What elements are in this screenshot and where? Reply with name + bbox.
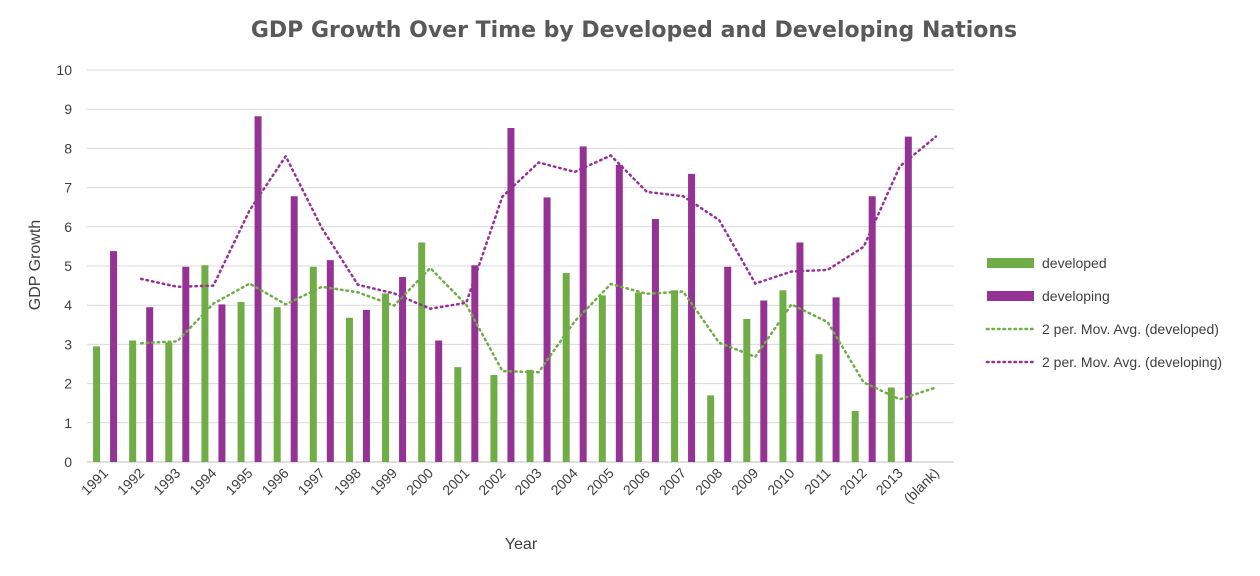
bar-developing-2010: [796, 242, 804, 462]
bar-developed-2008: [707, 395, 715, 462]
x-tick-label: 2002: [475, 465, 508, 498]
bar-developed-2005: [598, 295, 606, 462]
x-tick-label: 1995: [222, 465, 255, 498]
x-tick-label: 2001: [439, 465, 472, 498]
bar-developed-1991: [93, 346, 101, 462]
x-tick-label: 2008: [692, 465, 725, 498]
bar-developed-1996: [273, 307, 281, 462]
bar-developing-2005: [615, 164, 623, 462]
bar-developing-1991: [110, 251, 118, 462]
y-tick-label: 7: [64, 180, 72, 196]
bar-developed-2003: [526, 369, 534, 462]
y-axis-title: GDP Growth: [27, 220, 44, 310]
bar-developing-1994: [218, 304, 226, 462]
bar-developing-2007: [688, 173, 696, 462]
y-tick-label: 5: [64, 258, 72, 274]
bar-developing-1992: [146, 307, 154, 462]
bar-developed-2013: [887, 387, 895, 462]
bar-developed-1992: [129, 340, 137, 462]
bars: [93, 116, 912, 463]
bar-developing-1997: [326, 260, 334, 462]
x-tick-label: 1993: [150, 465, 183, 498]
bar-developed-1999: [382, 293, 390, 462]
x-tick-label: 2011: [801, 465, 834, 498]
x-tick-label: 2003: [511, 465, 544, 498]
bar-developed-2004: [562, 273, 570, 462]
gridlines: [87, 69, 954, 463]
y-tick-label: 4: [64, 297, 72, 313]
x-tick-label: 1998: [331, 465, 364, 498]
y-tick-label: 10: [56, 62, 72, 78]
x-tick-label: 1999: [367, 465, 400, 498]
bar-developed-1997: [309, 266, 317, 462]
legend-label-trendline: 2 per. Mov. Avg. (developed): [1042, 321, 1219, 337]
bar-developed-2007: [671, 290, 679, 462]
x-tick-label: 1994: [186, 465, 219, 498]
x-tick-label: 1991: [78, 465, 111, 498]
trendline-2 per. Mov. Avg. (developed): [139, 266, 938, 401]
bar-developed-1993: [165, 342, 173, 462]
bar-developed-1998: [345, 317, 353, 462]
trendline-2 per. Mov. Avg. (developing): [139, 135, 938, 310]
bar-developed-2009: [743, 318, 751, 462]
y-tick-label: 8: [64, 140, 72, 156]
x-axis-ticks: 1991 1992 1993 1994 1995 1996 1997 1998 1999 2000…: [78, 465, 942, 507]
bar-developed-2000: [418, 242, 426, 462]
x-tick-label: 2009: [728, 465, 761, 498]
bar-developing-2001: [471, 265, 479, 462]
bar-developing-2013: [904, 136, 912, 462]
x-tick-label: 2012: [836, 465, 869, 498]
bar-developing-2012: [868, 196, 876, 462]
bar-developing-2000: [435, 340, 443, 462]
x-tick-label: 1997: [295, 465, 328, 498]
x-tick-label: 2000: [403, 465, 436, 498]
y-tick-label: 0: [64, 454, 72, 470]
bar-developed-1995: [237, 302, 245, 462]
legend-label-developed: developed: [1042, 255, 1107, 271]
y-tick-label: 6: [64, 219, 72, 235]
x-tick-label: 2010: [764, 465, 797, 498]
y-tick-label: 9: [64, 101, 72, 117]
bar-developing-1998: [362, 309, 370, 462]
moving-average-lines: [139, 135, 938, 401]
chart-title: GDP Growth Over Time by Developed and De…: [251, 18, 1017, 43]
bar-developed-2001: [454, 367, 462, 462]
bar-developing-1993: [182, 266, 190, 462]
x-tick-label: 1992: [114, 465, 147, 498]
legend: developed developing 2 per. Mov. Avg. (dev…: [985, 255, 1222, 370]
x-tick-label: 2004: [547, 465, 580, 498]
legend-swatch-developed: [987, 258, 1034, 268]
bar-developing-1996: [290, 196, 298, 462]
bar-developing-1999: [399, 276, 407, 462]
bar-developing-2009: [760, 300, 768, 462]
bar-developed-1994: [201, 265, 209, 462]
bar-developing-2003: [543, 197, 551, 462]
legend-label-trendline: 2 per. Mov. Avg. (developing): [1042, 354, 1222, 370]
y-axis-ticks: 0 1 2 3 4 5 6 7 8 9 10: [56, 62, 72, 470]
y-tick-label: 3: [64, 336, 72, 352]
bar-developed-2012: [851, 411, 859, 462]
x-axis-title: Year: [505, 536, 538, 553]
bar-developed-2010: [779, 290, 787, 462]
bar-developed-2006: [634, 292, 642, 462]
x-tick-label: 2006: [620, 465, 653, 498]
bar-developing-2002: [507, 128, 515, 463]
y-tick-label: 1: [64, 415, 72, 431]
bar-developed-2011: [815, 354, 823, 462]
bar-developing-2004: [579, 146, 587, 462]
legend-swatch-developing: [987, 291, 1034, 301]
x-tick-label: 1996: [258, 465, 291, 498]
x-tick-label: 2005: [584, 465, 617, 498]
bar-developing-2008: [724, 266, 732, 462]
y-tick-label: 2: [64, 376, 72, 392]
bar-developed-2002: [490, 374, 498, 462]
bar-developing-2011: [832, 297, 840, 462]
x-tick-label: (blank): [900, 465, 942, 507]
x-tick-label: 2007: [656, 465, 689, 498]
bar-developing-2006: [651, 218, 659, 462]
legend-label-developing: developing: [1042, 288, 1110, 304]
